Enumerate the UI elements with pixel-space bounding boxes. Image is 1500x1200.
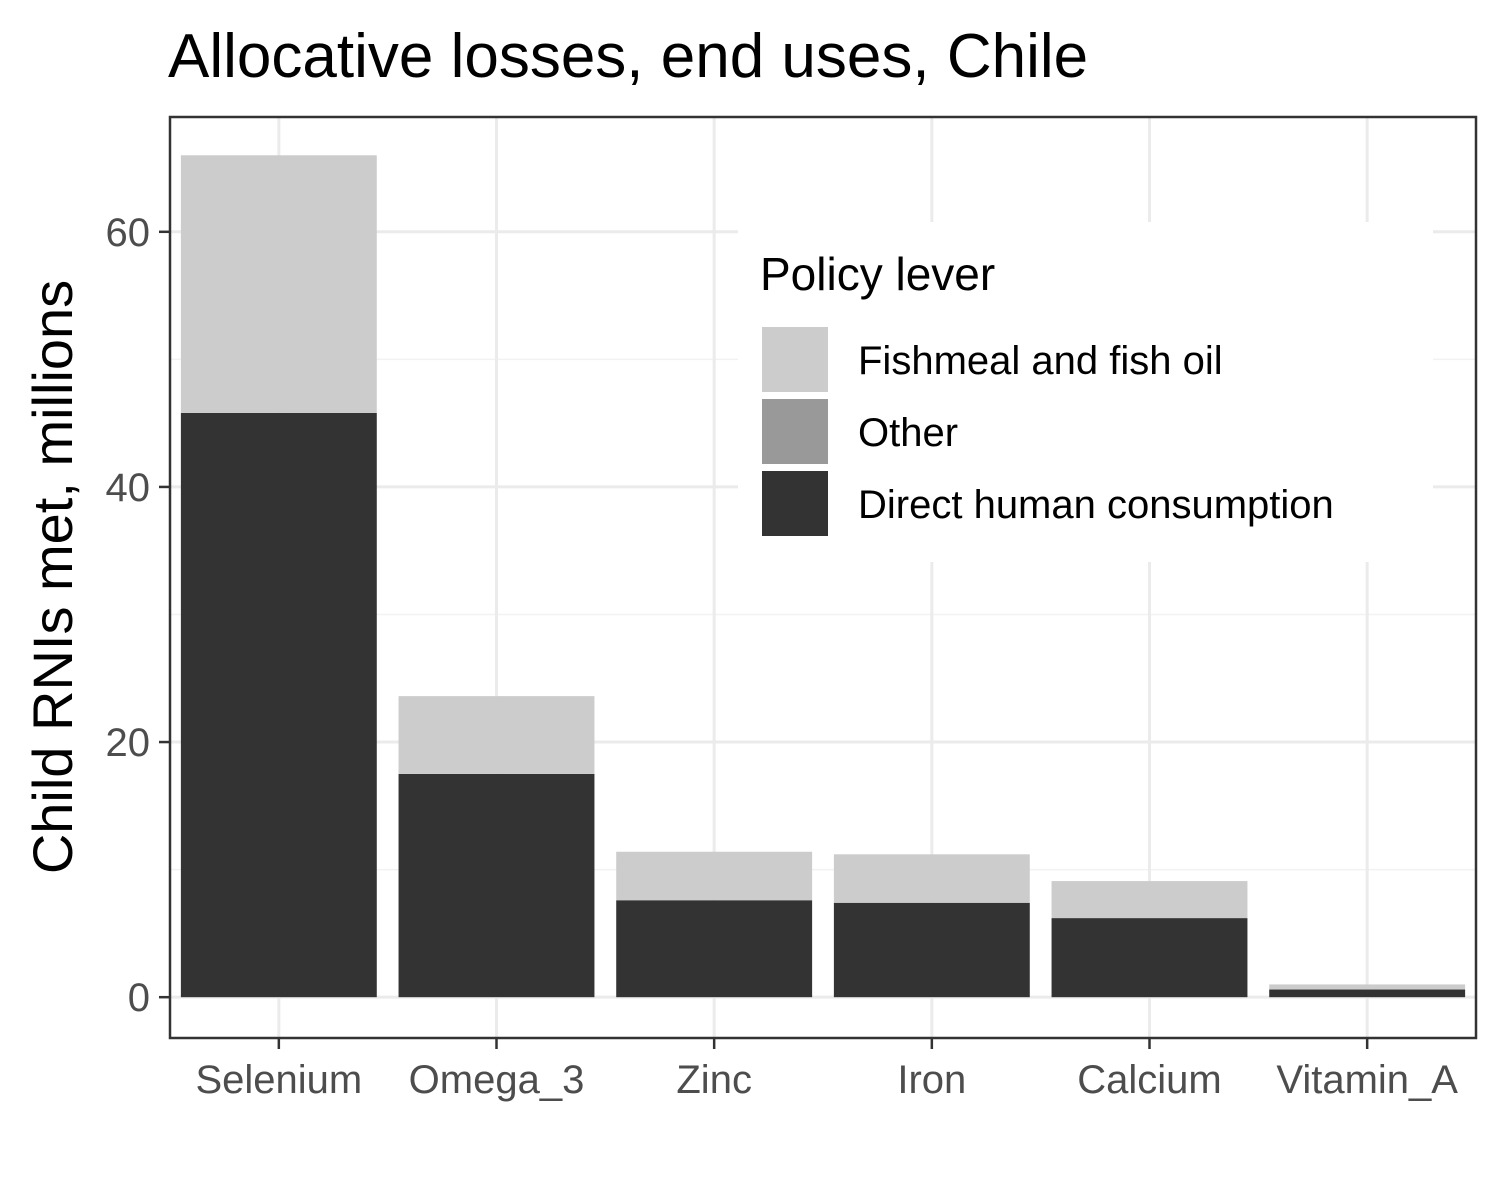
bar-omega-3-direct-human-consumption [398,773,595,998]
y-tick-label: 60 [106,211,151,255]
legend-label: Other [858,411,958,455]
legend-title: Policy lever [760,248,995,300]
legend-key [762,471,828,536]
plot-panel: Policy lever Fishmeal and fish oil Other Di… [168,115,1478,1040]
bar-calcium-direct-human-consumption [1051,918,1248,998]
y-axis: 0 20 40 60 [106,211,170,1020]
y-axis-label: Child RNIs met, millions [21,280,84,874]
y-tick-label: 40 [106,466,151,510]
x-tick-label: Calcium [1077,1058,1221,1102]
bar-omega-3-fishmeal-and-fish-oil [398,696,595,774]
legend-background [738,222,1433,562]
x-axis: Selenium Omega_3 Zinc Iron Calcium Vitamin_A [195,1038,1458,1102]
x-tick-label: Vitamin_A [1276,1058,1458,1102]
bar-vitamin-a-fishmeal-and-fish-oil [1269,984,1466,990]
bar-zinc-fishmeal-and-fish-oil [616,851,813,901]
bar-vitamin-a-direct-human-consumption [1269,989,1466,998]
bar-zinc-direct-human-consumption [616,900,813,998]
x-tick-label: Omega_3 [409,1058,585,1102]
legend-label: Direct human consumption [858,483,1334,527]
legend-label: Fishmeal and fish oil [858,339,1223,383]
bar-iron-fishmeal-and-fish-oil [833,854,1030,903]
legend-key [762,399,828,464]
plot-border [168,115,1478,1040]
chart-title: Allocative losses, end uses, Chile [168,22,1088,91]
bar-calcium-fishmeal-and-fish-oil [1051,881,1248,919]
legend-key [762,327,828,392]
y-tick-label: 0 [128,976,150,1020]
x-tick-label: Iron [897,1058,966,1102]
bar-iron-direct-human-consumption [833,902,1030,998]
bar-selenium-direct-human-consumption [180,412,377,998]
legend: Policy lever Fishmeal and fish oil Other Di… [738,222,1433,562]
y-tick-label: 20 [106,721,151,765]
x-tick-label: Zinc [676,1058,752,1102]
x-tick-label: Selenium [195,1058,362,1102]
bar-selenium-fishmeal-and-fish-oil [180,155,377,413]
bars [180,155,1466,998]
